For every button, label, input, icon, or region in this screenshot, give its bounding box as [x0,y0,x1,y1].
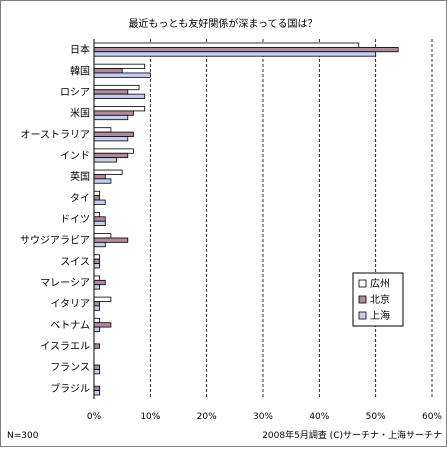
legend-swatch [358,295,367,304]
bar [93,127,112,133]
x-tick-label: 0% [87,412,102,422]
bar [93,89,129,95]
bar [93,326,101,332]
legend-swatch [358,279,367,288]
legend-swatch [358,311,367,320]
category-labels: 日本韓国ロシア米国オーストラリアインド英国タイドイツサウジアラビアスイスマレーシ… [20,43,90,395]
bar [93,296,112,302]
x-tick-label: 60% [422,412,442,422]
category-label: インド [60,151,90,162]
chart-title: 最近もっとも友好関係が深まってる国は？ [128,17,317,30]
bar [93,254,101,260]
legend-label: 上海 [370,309,390,322]
bar [93,220,106,226]
source-credit: 2008年5月調査 (C)サーチナ・上海サーチナ [262,429,442,441]
bar [93,68,123,74]
bar [93,301,101,307]
category-label: 英国 [70,170,90,183]
bar [93,157,117,163]
legend-label: 北京 [370,293,390,306]
bar [93,241,106,248]
bar [93,51,377,57]
category-label: 日本 [70,43,90,56]
bar [93,275,101,281]
category-label: フランス [50,362,90,374]
bar [93,190,101,197]
category-label: 米国 [70,107,90,120]
category-label: 韓国 [70,65,90,77]
bar [93,279,106,286]
bar [93,106,146,112]
bar [93,390,101,396]
bar [93,195,101,201]
bar [93,114,129,121]
bars [93,42,399,396]
bar [93,148,134,154]
category-label: ベトナム [50,319,90,331]
bar [93,42,360,48]
bar [93,343,101,349]
bar [93,110,134,116]
bar [93,258,101,264]
grid-lines [149,39,433,399]
bar [93,93,146,99]
bar [93,199,106,205]
sample-size: N=300 [7,431,39,441]
x-tick-labels: 0% 10% 20% 30% 40% 50% 60% [87,412,443,422]
category-label: スイス [60,257,90,268]
category-label: タイ [70,192,90,204]
x-tick-label: 40% [309,412,329,422]
category-label: サウジアラビア [20,235,90,247]
bar [93,369,101,375]
bar [93,178,112,184]
bar [93,169,123,175]
bar [93,174,106,180]
bar [93,263,101,269]
x-tick-label: 50% [366,412,386,422]
category-label: ロシア [60,87,90,98]
bar [93,84,140,91]
category-label: オーストラリア [21,129,91,141]
legend-label: 広州 [370,277,390,290]
category-label: マレーシア [40,278,90,289]
category-label: ドイツ [60,215,90,226]
bar [93,46,399,53]
bar [93,364,101,370]
x-tick-label: 20% [197,412,217,422]
x-tick-label: 30% [253,412,273,422]
x-tick-label: 10% [140,412,160,422]
bar [93,211,101,218]
bar [93,385,101,392]
bar [93,63,146,69]
bar [93,152,129,159]
category-label: ブラジル [50,382,90,395]
bar [93,136,129,142]
bar [93,233,112,239]
bar [93,284,101,290]
bar [93,72,151,78]
bar [93,305,101,311]
bar [93,131,134,137]
bar [93,322,112,328]
bar [93,216,106,222]
bar [93,317,101,324]
category-label: イタリア [50,298,90,310]
bar [93,237,129,243]
category-label: イスラエル [40,341,90,353]
